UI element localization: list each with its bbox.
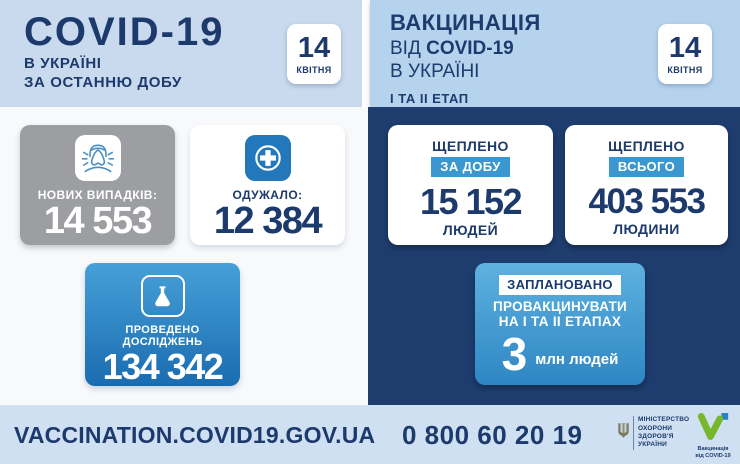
planned-line3: НА І ТА ІІ ЕТАПАХ bbox=[498, 314, 622, 329]
new-cases-label: НОВИХ ВИПАДКІВ: bbox=[37, 188, 158, 202]
vaccinated-day-value: 15 152 bbox=[419, 181, 523, 222]
new-cases-card: НОВИХ ВИПАДКІВ: 14 553 bbox=[20, 125, 175, 245]
ministry-line: УКРАЇНИ bbox=[638, 441, 668, 449]
page-subtitle-country: В УКРАЇНІ bbox=[24, 55, 102, 72]
planned-value-row: 3 млн людей bbox=[502, 331, 619, 377]
vaccinated-total-card: ЩЕПЛЕНО ВСЬОГО 403 553 ЛЮДИНИ bbox=[565, 125, 728, 245]
vaccinated-total-unit: ЛЮДИНИ bbox=[613, 221, 680, 237]
tests-card: ПРОВЕДЕНО ДОСЛІДЖЕНЬ 134 342 bbox=[85, 263, 240, 386]
trident-icon bbox=[617, 422, 630, 445]
recovered-label: ОДУЖАЛО: bbox=[232, 188, 303, 202]
footer-url: VACCINATION.COVID19.GOV.UA bbox=[14, 422, 376, 448]
medical-cross-icon bbox=[244, 135, 291, 181]
logo-divider bbox=[633, 416, 634, 450]
planned-card: ЗАПЛАНОВАНО ПРОВАКЦИНУВАТИ НА І ТА ІІ ЕТ… bbox=[475, 263, 645, 385]
header-vaccination: ВАКЦИНАЦІЯ ВІД COVID-19 В УКРАЇНІ І ТА І… bbox=[370, 0, 740, 107]
sneeze-icon bbox=[74, 135, 121, 181]
flask-icon bbox=[140, 275, 185, 318]
vaccinated-day-title: ЩЕПЛЕНО bbox=[432, 138, 509, 154]
vaccination-country: В УКРАЇНІ bbox=[390, 61, 480, 82]
ministry-line: ОХОРОНИ bbox=[638, 424, 673, 432]
header-vaccination-textblock: ВАКЦИНАЦІЯ ВІД COVID-19 В УКРАЇНІ І ТА І… bbox=[390, 10, 541, 107]
page-subtitle-period: ЗА ОСТАННЮ ДОБУ bbox=[24, 74, 182, 91]
header-covid-textblock: COVID-19 В УКРАЇНІ ЗА ОСТАННЮ ДОБУ bbox=[24, 12, 225, 90]
recovered-value: 12 384 bbox=[213, 200, 323, 242]
ministry-name: МІНІСТЕРСТВО ОХОРОНИ ЗДОРОВ'Я УКРАЇНИ bbox=[638, 416, 689, 450]
date-card-right: 14 КВІТНЯ bbox=[658, 24, 712, 84]
vaccination-logo-line: Вакцинація bbox=[697, 446, 729, 452]
new-cases-value: 14 553 bbox=[43, 200, 153, 242]
header-divider bbox=[362, 0, 370, 107]
vaccinated-day-unit: ЛЮДЕЙ bbox=[442, 222, 499, 238]
ministry-line: ЗДОРОВ'Я bbox=[638, 433, 674, 440]
footer: VACCINATION.COVID19.GOV.UA 0 800 60 20 1… bbox=[0, 405, 740, 464]
vaccinated-total-value: 403 553 bbox=[588, 182, 706, 221]
planned-chip: ЗАПЛАНОВАНО bbox=[499, 275, 621, 295]
recovered-card: ОДУЖАЛО: 12 384 bbox=[190, 125, 345, 245]
vaccinated-total-title: ЩЕПЛЕНО bbox=[608, 138, 685, 154]
vaccination-logo-caption: Вакцинація від COVID-19 bbox=[695, 446, 730, 460]
vaccination-stage: І ТА ІІ ЕТАП bbox=[390, 91, 469, 107]
date-day: 14 bbox=[297, 31, 331, 64]
vaccinated-total-chip: ВСЬОГО bbox=[608, 157, 685, 177]
vaccination-logo: Вакцинація від COVID-19 bbox=[691, 413, 735, 460]
planned-line2: ПРОВАКЦИНУВАТИ bbox=[492, 299, 628, 314]
ministry-logo: МІНІСТЕРСТВО ОХОРОНИ ЗДОРОВ'Я УКРАЇНИ bbox=[617, 416, 689, 450]
vaccination-subtitle-prefix: ВІД bbox=[390, 37, 427, 59]
planned-unit: млн людей bbox=[535, 350, 619, 368]
footer-phone: 0 800 60 20 19 bbox=[402, 420, 583, 450]
vaccination-subtitle: ВІД COVID-19 bbox=[390, 37, 541, 60]
green-v-icon bbox=[697, 413, 729, 445]
vaccinated-day-card: ЩЕПЛЕНО ЗА ДОБУ 15 152 ЛЮДЕЙ bbox=[388, 125, 553, 245]
ministry-line: МІНІСТЕРСТВО bbox=[638, 416, 690, 424]
vaccination-logo-line: від COVID-19 bbox=[695, 453, 731, 460]
date-day: 14 bbox=[668, 31, 702, 64]
vaccination-subtitle-bold: COVID-19 bbox=[426, 37, 514, 59]
date-month: КВІТНЯ bbox=[296, 64, 332, 75]
planned-value: 3 bbox=[501, 328, 528, 380]
tests-value: 134 342 bbox=[102, 346, 224, 388]
tests-label: ПРОВЕДЕНО ДОСЛІДЖЕНЬ bbox=[122, 324, 203, 349]
header-covid: COVID-19 В УКРАЇНІ ЗА ОСТАННЮ ДОБУ 14 КВ… bbox=[0, 0, 362, 107]
vaccinated-day-chip: ЗА ДОБУ bbox=[431, 157, 510, 177]
page-title: COVID-19 bbox=[24, 10, 225, 54]
date-card-left: 14 КВІТНЯ bbox=[287, 24, 341, 84]
vaccination-title: ВАКЦИНАЦІЯ bbox=[390, 10, 541, 35]
date-month: КВІТНЯ bbox=[667, 64, 703, 75]
